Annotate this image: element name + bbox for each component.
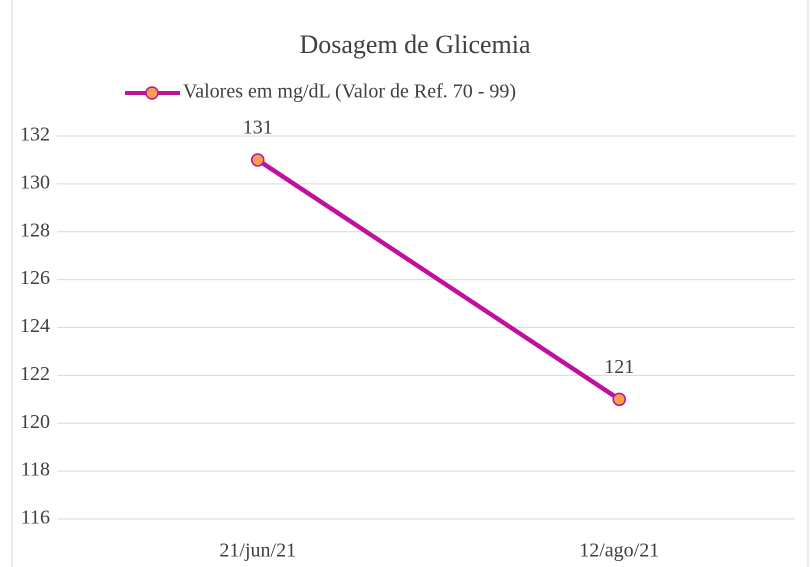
legend-marker	[145, 86, 159, 100]
y-tick-label: 130	[20, 171, 50, 193]
y-tick-label: 118	[21, 459, 50, 481]
marker	[251, 153, 265, 167]
data-label: 121	[604, 356, 634, 378]
x-tick-label: 21/jun/21	[219, 540, 296, 562]
series-line	[256, 158, 621, 402]
marker	[612, 392, 626, 407]
y-tick-label: 122	[20, 363, 50, 385]
legend-label: Valores em mg/dL (Valor de Ref. 70 - 99)	[183, 81, 516, 103]
y-tick-label: 116	[21, 507, 50, 529]
y-tick-label: 128	[20, 219, 50, 241]
y-tick-label: 132	[20, 124, 50, 146]
y-tick-label: 124	[20, 315, 50, 337]
y-tick-label: 120	[20, 411, 50, 433]
chart-border	[11, 0, 809, 567]
y-tick-label: 126	[20, 267, 50, 289]
x-tick-label: 12/ago/21	[579, 540, 659, 562]
chart-title: Dosagem de Glicemia	[299, 30, 530, 59]
data-label: 131	[243, 117, 273, 139]
